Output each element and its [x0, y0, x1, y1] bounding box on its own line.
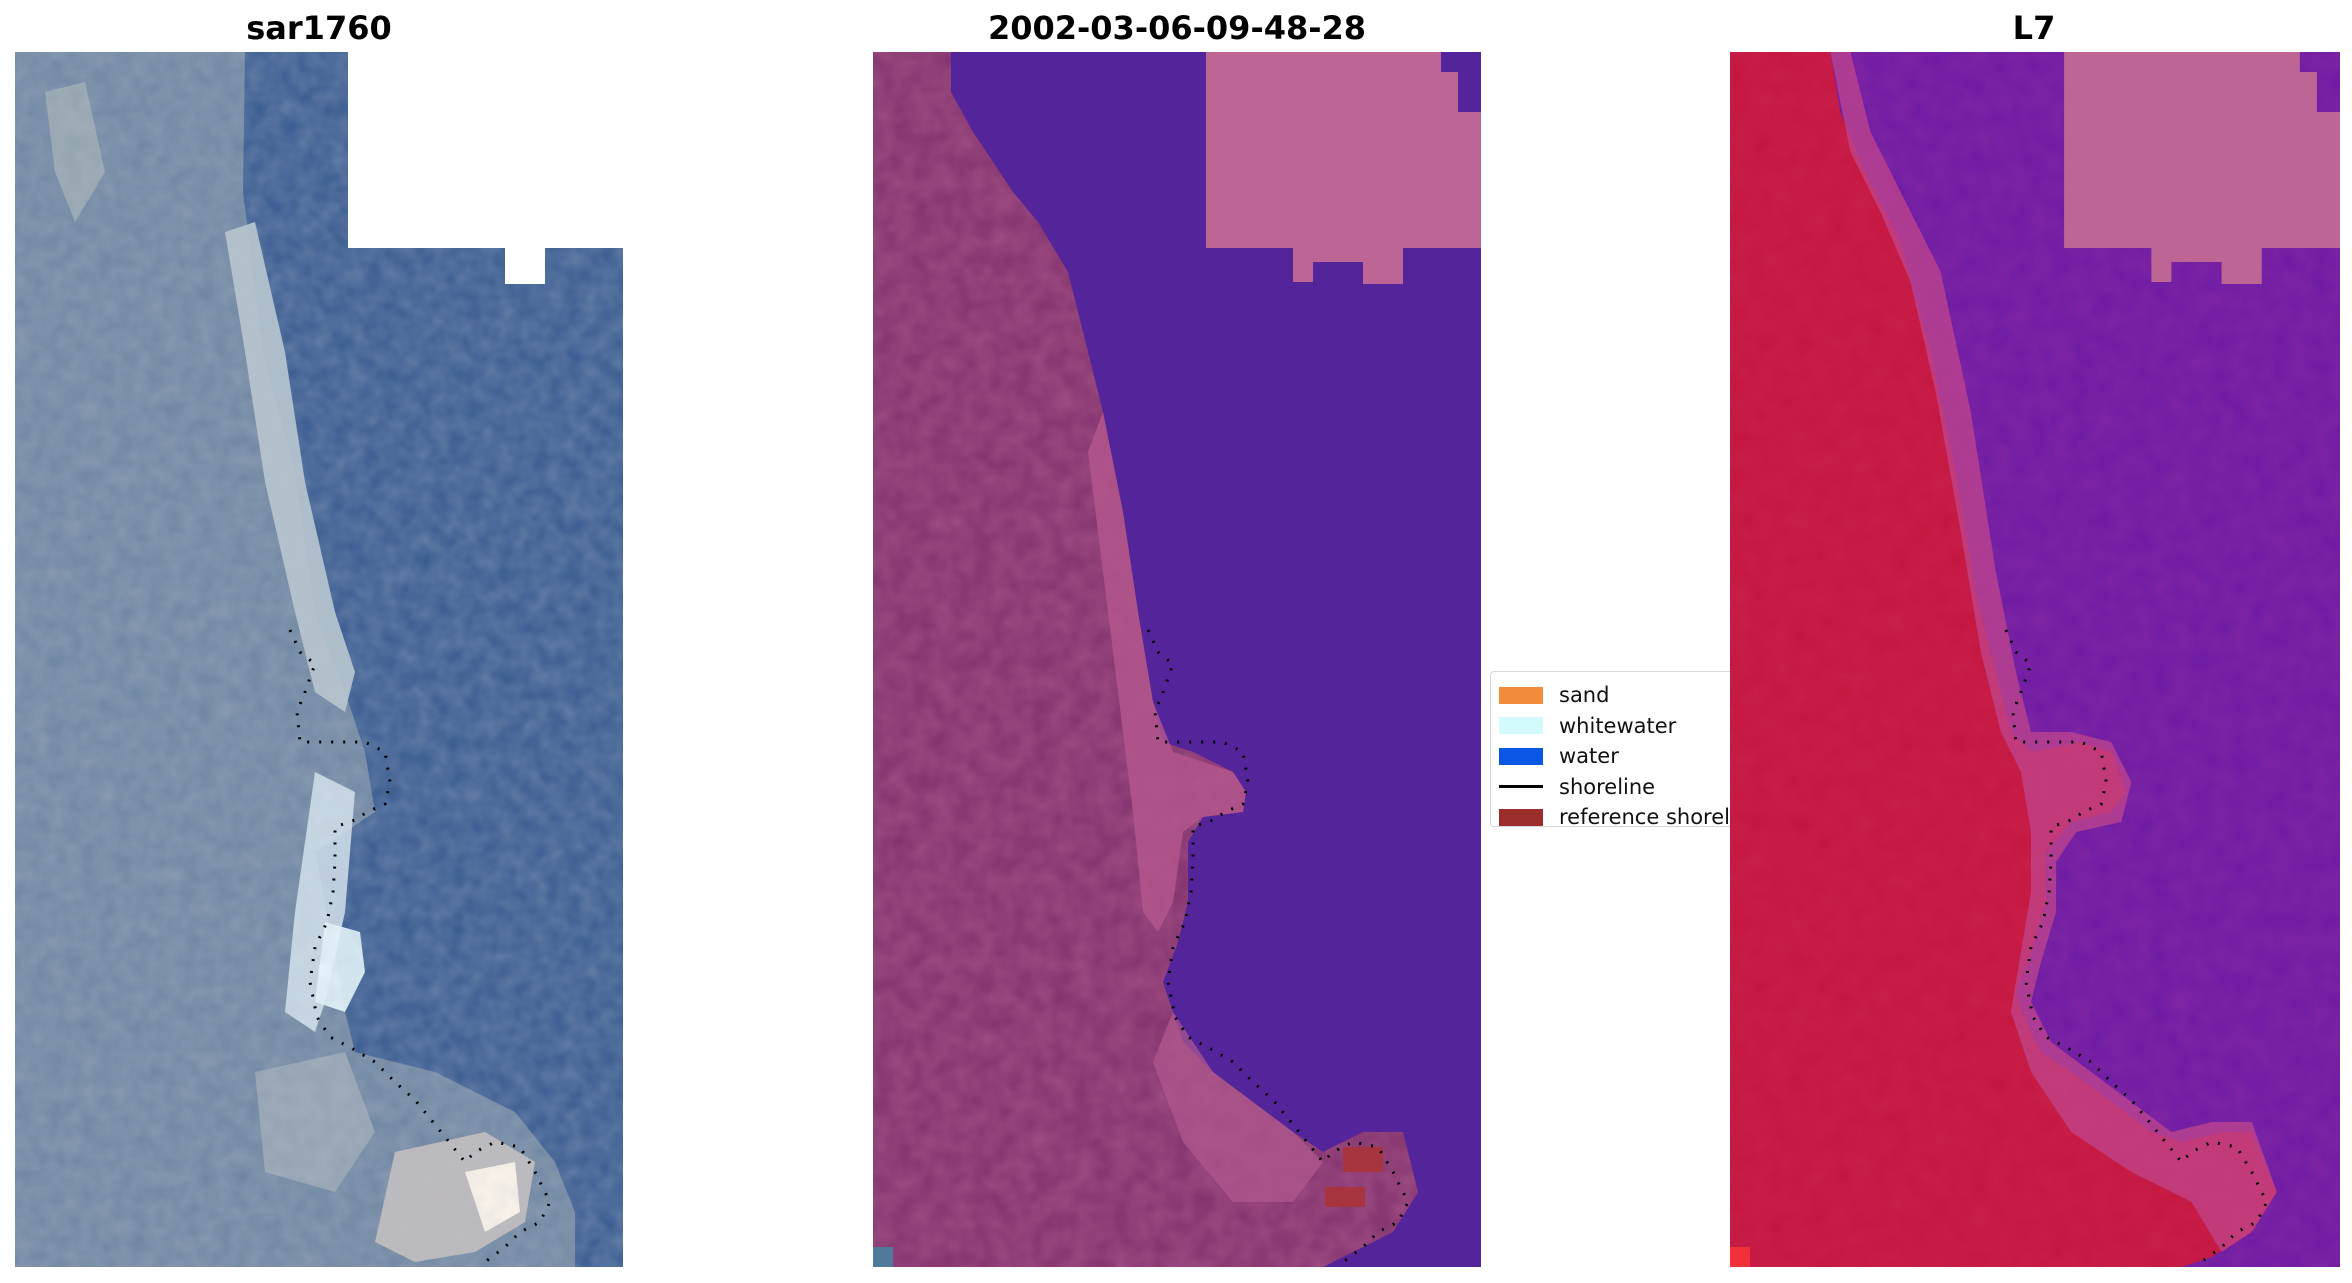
classified-image	[873, 52, 1481, 1267]
legend-item-shoreline: shoreline	[1499, 772, 1739, 803]
rgb-image-panel	[15, 52, 623, 1267]
legend-line-shoreline	[1499, 785, 1543, 789]
legend-swatch-water	[1499, 747, 1543, 765]
legend-label-whitewater: whitewater	[1559, 713, 1677, 738]
legend-label-shoreline: shoreline	[1559, 774, 1656, 799]
legend-item-sand: sand	[1499, 680, 1739, 711]
index-image-panel	[1730, 52, 2340, 1267]
legend-swatch-whitewater	[1499, 717, 1543, 735]
panel-title-classified: 2002-03-06-09-48-28	[987, 9, 1367, 47]
index-image	[1730, 52, 2340, 1267]
legend-item-whitewater: whitewater	[1499, 711, 1739, 742]
legend-item-water: water	[1499, 741, 1739, 772]
legend: sand whitewater water shoreline referenc…	[1490, 671, 1740, 827]
legend-label-sand: sand	[1559, 683, 1610, 708]
legend-label-water: water	[1559, 744, 1619, 769]
legend-item-reference-shoreline: reference shoreline	[1499, 802, 1739, 827]
rgb-image	[15, 52, 623, 1267]
classified-image-panel	[873, 52, 1481, 1267]
legend-swatch-sand	[1499, 686, 1543, 704]
legend-label-reference-shoreline: reference shoreline	[1559, 805, 1739, 827]
panel-title-index: L7	[2012, 9, 2056, 47]
legend-swatch-reference-shoreline	[1499, 808, 1543, 826]
panel-title-rgb: sar1760	[246, 9, 392, 47]
